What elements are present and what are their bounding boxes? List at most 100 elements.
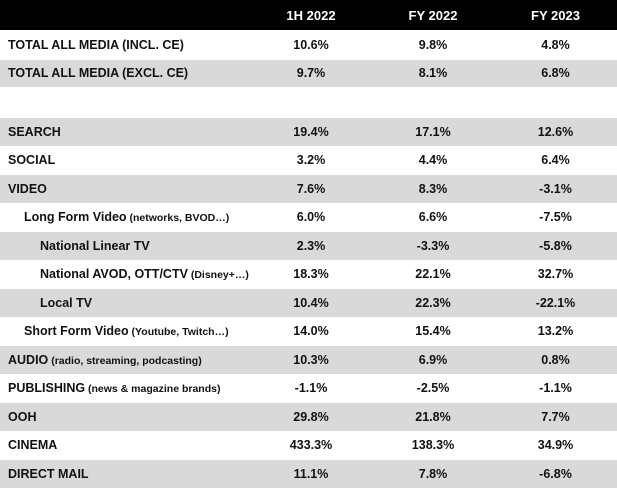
value-fy-2023: -1.1% <box>539 381 572 396</box>
row-label-text: DIRECT MAIL <box>8 466 89 481</box>
value-fy-2022: 6.9% <box>418 352 448 367</box>
table-row: DIRECT MAIL 11.1% 7.8% -6.8% <box>0 460 617 489</box>
value-1h-2022: 10.3% <box>293 352 329 367</box>
value-fy-2022: 17.1% <box>415 124 451 139</box>
value-1h-2022: 14.0% <box>293 324 329 339</box>
row-label: TOTAL ALL MEDIA (INCL. CE) <box>0 38 250 52</box>
value-fy-2022: -3.3% <box>416 238 450 253</box>
value-fy-2023: -3.1% <box>539 181 572 196</box>
value-fy-2023: -22.1% <box>535 295 576 310</box>
row-label-text: TOTAL ALL MEDIA (EXCL. CE) <box>8 66 189 81</box>
row-label-note: (networks, BVOD…) <box>126 212 230 225</box>
row-label: SEARCH <box>0 125 250 139</box>
value-fy-2023: 6.4% <box>541 153 570 168</box>
table-row: National AVOD, OTT/CTV (Disney+…) 18.3% 22… <box>0 261 617 289</box>
value-1h-2022: 9.7% <box>296 66 326 81</box>
row-label-note: (news & magazine brands) <box>85 383 221 396</box>
table-row: AUDIO (radio, streaming, podcasting) 10.3… <box>0 346 617 375</box>
table-row: SEARCH 19.4% 17.1% 12.6% <box>0 118 617 147</box>
row-label-text: Local TV <box>40 295 93 310</box>
row-label: CINEMA <box>0 438 250 452</box>
row-label-text: National AVOD, OTT/CTV <box>40 267 188 282</box>
row-label-text: OOH <box>8 409 37 424</box>
value-1h-2022: 7.6% <box>296 181 326 196</box>
row-label: Long Form Video (networks, BVOD…) <box>0 210 250 224</box>
value-1h-2022: 11.1% <box>293 466 329 481</box>
row-label-text: SOCIAL <box>8 153 56 168</box>
table-row: PUBLISHING (news & magazine brands) -1.1%… <box>0 375 617 403</box>
value-fy-2023: 32.7% <box>537 267 574 282</box>
row-label: Local TV <box>0 296 250 310</box>
table-body: TOTAL ALL MEDIA (INCL. CE) 10.6% 9.8% 4.8% T… <box>0 31 617 489</box>
value-fy-2022: 6.6% <box>418 210 448 225</box>
value-fy-2023: -5.8% <box>539 238 572 253</box>
table-row: Short Form Video (Youtube, Twitch…) 14.0%… <box>0 318 617 346</box>
row-label-text: SEARCH <box>8 124 61 139</box>
row-label-text: TOTAL ALL MEDIA (INCL. CE) <box>8 37 184 52</box>
table-row: National Linear TV 2.3% -3.3% -5.8% <box>0 232 617 261</box>
table-row: OOH 29.8% 21.8% 7.7% <box>0 403 617 432</box>
row-label: VIDEO <box>0 182 250 196</box>
row-label-text: National Linear TV <box>40 238 150 253</box>
value-1h-2022: -1.1% <box>294 381 328 396</box>
value-fy-2023: 34.9% <box>537 438 574 453</box>
value-fy-2022: 15.4% <box>415 324 451 339</box>
value-fy-2022: 22.3% <box>415 295 451 310</box>
value-1h-2022: 29.8% <box>293 409 329 424</box>
value-fy-2022: 22.1% <box>415 267 451 282</box>
value-fy-2022: 21.8% <box>415 409 451 424</box>
value-fy-2022: 4.4% <box>418 153 448 168</box>
row-label: TOTAL ALL MEDIA (EXCL. CE) <box>0 66 250 80</box>
value-1h-2022: 18.3% <box>293 267 329 282</box>
row-label-note: (radio, streaming, podcasting) <box>48 354 202 367</box>
value-fy-2023: 7.7% <box>541 409 570 424</box>
table-row: VIDEO 7.6% 8.3% -3.1% <box>0 175 617 204</box>
row-label-note: (Youtube, Twitch…) <box>128 326 229 339</box>
row-label: OOH <box>0 410 250 424</box>
value-fy-2023: -6.8% <box>539 466 572 481</box>
row-label-text: Short Form Video <box>24 324 129 339</box>
value-1h-2022: 6.0% <box>296 210 326 225</box>
value-1h-2022: 433.3% <box>289 438 333 453</box>
table-row: TOTAL ALL MEDIA (INCL. CE) 10.6% 9.8% 4.8% <box>0 31 617 60</box>
value-fy-2022: 8.3% <box>418 181 448 196</box>
row-label-note: (Disney+…) <box>187 269 249 282</box>
value-fy-2022: 138.3% <box>411 438 455 453</box>
row-label: National Linear TV <box>0 239 250 253</box>
value-fy-2023: -7.5% <box>539 210 572 225</box>
header-fy-2023: FY 2023 <box>531 7 580 23</box>
value-1h-2022: 10.4% <box>293 295 329 310</box>
row-label: AUDIO (radio, streaming, podcasting) <box>0 353 250 367</box>
row-label: National AVOD, OTT/CTV (Disney+…) <box>0 267 250 281</box>
table-row: Long Form Video (networks, BVOD…) 6.0% 6.6… <box>0 204 617 232</box>
table-row: CINEMA 433.3% 138.3% 34.9% <box>0 432 617 460</box>
header-1h-2022: 1H 2022 <box>286 7 336 23</box>
row-label-text: PUBLISHING <box>8 381 86 396</box>
header-fy-2022: FY 2022 <box>408 7 458 23</box>
value-1h-2022: 19.4% <box>293 124 329 139</box>
value-fy-2023: 13.2% <box>537 324 574 339</box>
value-fy-2023: 0.8% <box>541 352 570 367</box>
value-fy-2022: 9.8% <box>418 37 448 52</box>
row-label-text: Long Form Video <box>24 210 127 225</box>
table-row: Local TV 10.4% 22.3% -22.1% <box>0 289 617 318</box>
row-label: Short Form Video (Youtube, Twitch…) <box>0 324 250 338</box>
row-label: PUBLISHING (news & magazine brands) <box>0 381 250 395</box>
row-label: DIRECT MAIL <box>0 467 250 481</box>
value-fy-2023: 12.6% <box>537 124 574 139</box>
value-fy-2022: 7.8% <box>418 466 448 481</box>
row-label-text: VIDEO <box>8 181 47 196</box>
table-spacer-row <box>0 88 617 118</box>
row-label-text: CINEMA <box>8 438 58 453</box>
row-label: SOCIAL <box>0 153 250 167</box>
table-row: SOCIAL 3.2% 4.4% 6.4% <box>0 147 617 175</box>
value-1h-2022: 3.2% <box>296 153 326 168</box>
value-fy-2022: 8.1% <box>418 66 448 81</box>
table-header: 1H 2022 FY 2022 FY 2023 <box>0 0 617 31</box>
row-label-text: AUDIO <box>8 352 49 367</box>
value-fy-2022: -2.5% <box>416 381 450 396</box>
value-fy-2023: 4.8% <box>541 37 570 52</box>
table-row: TOTAL ALL MEDIA (EXCL. CE) 9.7% 8.1% 6.8% <box>0 59 617 88</box>
value-fy-2023: 6.8% <box>541 66 570 81</box>
